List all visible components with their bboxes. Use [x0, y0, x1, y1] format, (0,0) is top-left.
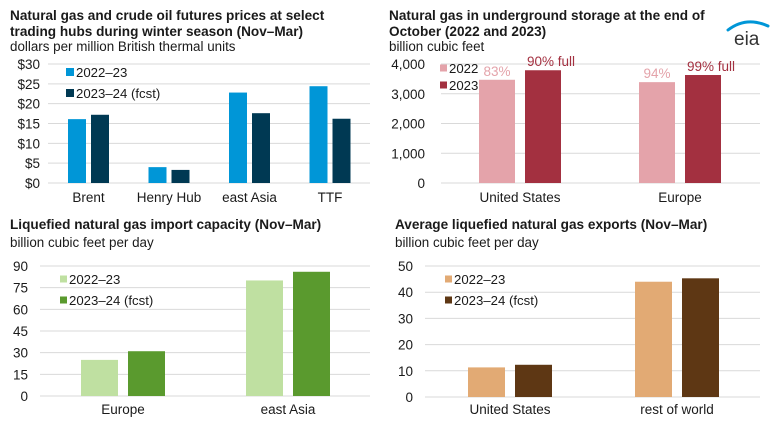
- chart-title: Natural gas and crude oil futures prices…: [10, 8, 324, 40]
- y-tick-label: 0: [20, 389, 28, 404]
- legend-swatch: [60, 296, 67, 304]
- y-tick-label: $10: [17, 136, 40, 151]
- bar: [685, 75, 721, 183]
- y-tick-label: 3,000: [391, 87, 425, 102]
- y-tick-label: 30: [398, 311, 413, 326]
- legend-label: 2022–23: [76, 65, 127, 80]
- y-tick-label: 40: [398, 285, 413, 300]
- bar: [682, 278, 719, 397]
- chart-title-line: Natural gas in underground storage at th…: [389, 8, 705, 23]
- y-tick-label: $25: [17, 77, 40, 92]
- bar: [246, 280, 283, 396]
- legend-label: 2023: [449, 78, 478, 93]
- chart-lng-import-capacity: Liquefied natural gas import capacity (N…: [0, 210, 385, 429]
- y-tick-label: 30: [13, 346, 28, 361]
- bar: [128, 351, 165, 396]
- bar: [515, 364, 552, 397]
- chart-title: Liquefied natural gas import capacity (N…: [10, 217, 322, 232]
- chart-title: Natural gas in underground storage at th…: [389, 8, 705, 40]
- y-tick-label: $30: [17, 57, 40, 72]
- bar: [229, 92, 247, 183]
- chart-lng-exports: Average liquefied natural gas exports (N…: [385, 210, 780, 429]
- legend-swatch: [440, 81, 447, 89]
- y-tick-label: 2,000: [391, 117, 425, 132]
- bar: [91, 114, 109, 183]
- bar: [293, 271, 330, 396]
- x-category-label: TTF: [318, 190, 343, 205]
- y-tick-label: $5: [25, 156, 40, 171]
- data-label: 83%: [483, 64, 510, 79]
- y-tick-label: $0: [25, 176, 40, 191]
- bar: [635, 281, 672, 397]
- y-tick-label: 1,000: [391, 146, 425, 161]
- y-tick-label: 20: [398, 338, 413, 353]
- chart-underground-storage: Natural gas in underground storage at th…: [385, 0, 780, 210]
- x-category-label: Europe: [101, 402, 145, 417]
- y-tick-label: 90: [13, 259, 28, 274]
- bar: [332, 118, 351, 183]
- legend-label: 2022–23: [69, 272, 120, 287]
- legend-swatch: [66, 89, 74, 97]
- y-tick-label: $20: [17, 97, 40, 112]
- chart-subtitle: billion cubic feet per day: [10, 235, 154, 250]
- x-category-label: rest of world: [640, 402, 714, 417]
- x-category-label: Henry Hub: [137, 190, 202, 205]
- bar: [68, 119, 86, 183]
- legend-label: 2023–24 (fcst): [454, 293, 538, 308]
- x-category-label: Brent: [72, 190, 105, 205]
- bar: [171, 169, 190, 183]
- chart-plot: $0 $5 $10 $15 $20 $25 $30 Brent Henry Hub east As…: [17, 57, 370, 205]
- data-label: 90% full: [527, 54, 575, 69]
- bar: [309, 86, 328, 183]
- y-tick-label: 15: [13, 367, 28, 382]
- chart-plot: 0 10 20 30 40 50 United States rest of world 202…: [398, 259, 760, 417]
- x-category-label: east Asia: [261, 402, 316, 417]
- x-category-label: United States: [469, 402, 550, 417]
- bar: [81, 359, 118, 396]
- legend-label: 2022: [449, 61, 478, 76]
- legend-swatch: [445, 296, 452, 304]
- chart-subtitle: billion cubic feet per day: [395, 235, 539, 250]
- legend-label: 2023–24 (fcst): [69, 293, 153, 308]
- eia-logo: eia: [726, 20, 770, 50]
- eia-logo-text: eia: [734, 29, 760, 50]
- y-tick-label: $15: [17, 117, 40, 132]
- chart-title-line: Natural gas and crude oil futures prices…: [10, 8, 325, 23]
- bar: [639, 82, 675, 183]
- eia-logo-swoosh-icon: [726, 20, 770, 32]
- data-label: 94%: [643, 66, 670, 81]
- chart-plot: 0 15 30 45 60 75 90 Europe east Asia 2022–23 2023–…: [13, 259, 370, 417]
- x-category-label: east Asia: [222, 190, 277, 205]
- y-tick-label: 0: [405, 390, 413, 405]
- chart-title: Average liquefied natural gas exports (N…: [395, 217, 708, 232]
- legend-label: 2022–23: [454, 272, 505, 287]
- chart-futures-prices: Natural gas and crude oil futures prices…: [0, 0, 385, 210]
- bar: [252, 113, 270, 183]
- y-tick-label: 0: [417, 176, 425, 191]
- legend-swatch: [445, 275, 452, 283]
- data-label: 99% full: [687, 59, 735, 74]
- y-tick-label: 45: [13, 324, 28, 339]
- legend-swatch: [440, 64, 447, 72]
- chart-title-line: October (2022 and 2023): [389, 24, 547, 39]
- bar: [148, 167, 167, 183]
- x-category-label: Europe: [658, 190, 702, 205]
- bar: [468, 367, 505, 397]
- chart-plot: 0 1,000 2,000 3,000 4,000 83% 90% full United S…: [391, 54, 760, 205]
- y-tick-label: 60: [13, 302, 28, 317]
- y-tick-label: 50: [398, 259, 413, 274]
- chart-subtitle: billion cubic feet: [389, 39, 485, 54]
- legend-swatch: [60, 275, 67, 283]
- chart-title-line: trading hubs during winter season (Nov–M…: [10, 24, 304, 39]
- y-tick-label: 10: [398, 364, 413, 379]
- bar: [479, 79, 515, 183]
- legend-swatch: [66, 68, 74, 76]
- bar: [525, 70, 561, 183]
- x-category-label: United States: [479, 190, 560, 205]
- chart-subtitle: dollars per million British thermal unit…: [10, 39, 236, 54]
- legend-label: 2023–24 (fcst): [76, 86, 160, 101]
- y-tick-label: 4,000: [391, 57, 425, 72]
- y-tick-label: 75: [13, 281, 28, 296]
